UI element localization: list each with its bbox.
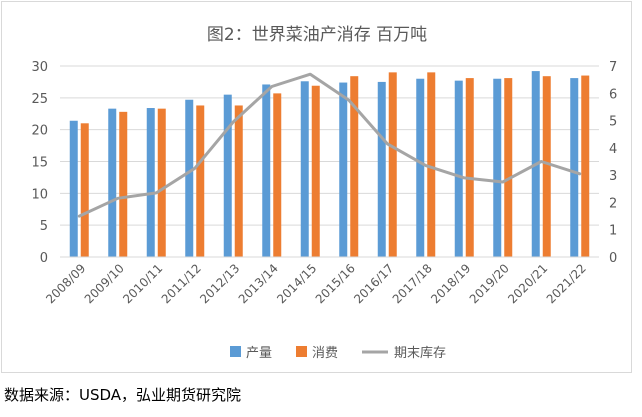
x-tick-label: 2017/18 — [390, 261, 435, 306]
legend-swatch — [296, 346, 307, 357]
line-ending-stocks — [77, 72, 582, 218]
legend-label: 消费 — [312, 346, 338, 361]
source-note: 数据来源：USDA，弘业期货研究院 — [4, 386, 242, 404]
y-left-tick-label: 0 — [40, 251, 48, 266]
x-tick-label: 2008/09 — [43, 261, 88, 306]
x-tick-label: 2009/10 — [82, 261, 127, 306]
bar-consumption — [311, 85, 320, 257]
bar-production — [339, 82, 348, 257]
bar-production — [69, 120, 78, 258]
legend-label: 期末库存 — [394, 345, 446, 361]
bar-consumption — [234, 105, 243, 258]
bar-production — [454, 80, 463, 257]
x-tick-label: 2013/14 — [236, 261, 281, 306]
chart-title: 图2：世界菜油产消存 百万吨 — [207, 25, 427, 45]
x-tick-label: 2019/20 — [467, 261, 512, 306]
x-tick-label: 2010/11 — [120, 261, 165, 306]
x-tick-label: 2014/15 — [274, 261, 319, 306]
bar-consumption — [504, 78, 513, 257]
y-left-tick-label: 5 — [40, 219, 48, 234]
x-tick-label: 2015/16 — [313, 261, 358, 306]
bar-consumption — [273, 93, 282, 257]
x-tick-label: 2011/12 — [159, 261, 204, 306]
x-tick-label: 2021/22 — [544, 261, 589, 306]
bar-production — [223, 94, 232, 258]
bar-production — [416, 78, 425, 257]
chart-frame: 图2：世界菜油产消存 百万吨 0 5 10 15 20 25 30 0 1 2 3 4 5 6 7 200… — [1, 1, 632, 373]
x-tick-label: 2012/13 — [197, 261, 242, 306]
bar-consumption — [196, 105, 205, 258]
bar-consumption — [80, 123, 89, 257]
x-tick-label: 2020/21 — [505, 261, 550, 306]
y-right-tick-label: 2 — [609, 196, 617, 211]
bar-consumption — [581, 75, 590, 257]
y-right-tick-label: 4 — [609, 142, 617, 157]
bar-production — [185, 99, 194, 257]
y-left-tick-label: 30 — [31, 60, 48, 75]
bar-production — [262, 84, 271, 257]
y-axis-left: 0 5 10 15 20 25 30 — [31, 60, 48, 266]
gridlines — [60, 65, 599, 258]
bar-consumption — [350, 76, 359, 257]
x-tick-label: 2018/19 — [428, 261, 473, 306]
y-left-tick-label: 25 — [31, 92, 48, 107]
bars-group — [69, 71, 590, 258]
y-left-tick-label: 20 — [31, 124, 48, 139]
bar-consumption — [388, 72, 397, 257]
bar-production — [146, 108, 155, 258]
legend-swatch — [230, 346, 241, 357]
y-right-tick-label: 3 — [609, 169, 617, 184]
y-left-tick-label: 10 — [31, 187, 48, 202]
chart-svg: 图2：世界菜油产消存 百万吨 0 5 10 15 20 25 30 0 1 2 3 4 5 6 7 200… — [31, 25, 617, 361]
bar-consumption — [427, 72, 436, 257]
line-series-group — [77, 72, 582, 218]
bar-consumption — [157, 108, 166, 257]
y-axis-right: 0 1 2 3 4 5 6 7 — [609, 60, 617, 266]
y-right-tick-label: 1 — [609, 224, 617, 239]
x-tick-label: 2016/17 — [351, 261, 396, 306]
legend: 产量 消费 期末库存 — [230, 345, 446, 361]
bar-production — [300, 81, 309, 257]
y-right-tick-label: 7 — [609, 60, 617, 75]
y-right-tick-label: 5 — [609, 115, 617, 130]
bar-consumption — [542, 76, 551, 257]
bar-production — [377, 81, 386, 258]
bar-consumption — [119, 111, 128, 257]
x-axis: 2008/092009/102010/112011/122012/132013/… — [43, 256, 599, 306]
y-right-tick-label: 6 — [609, 87, 617, 102]
bar-production — [493, 78, 502, 257]
bar-production — [108, 108, 117, 257]
y-left-tick-label: 15 — [31, 156, 48, 171]
bar-production — [570, 78, 579, 257]
legend-label: 产量 — [246, 346, 272, 361]
y-right-tick-label: 0 — [609, 251, 617, 266]
bar-consumption — [465, 78, 474, 257]
